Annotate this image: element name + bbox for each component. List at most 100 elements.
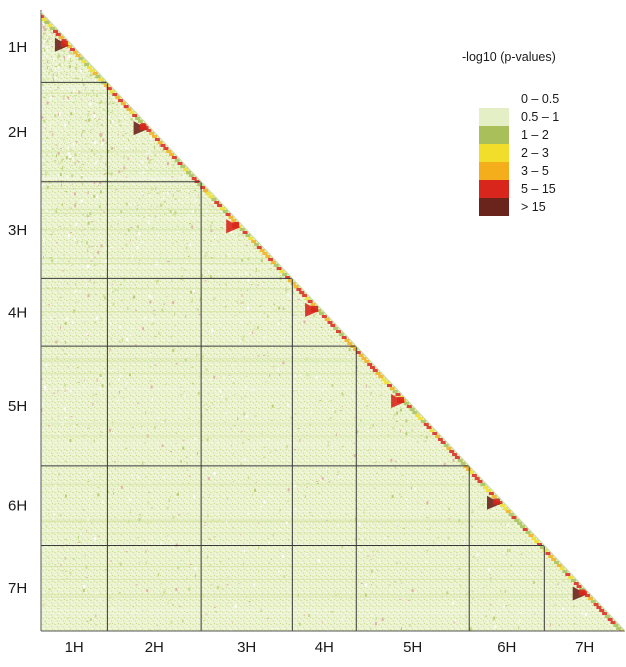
heatmap-cell [290,326,292,328]
heatmap-cell [213,606,216,608]
heatmap-cell [56,147,58,149]
heatmap-cell [49,86,51,88]
heatmap-cell [45,47,48,49]
heatmap-cell [328,419,330,421]
heatmap-cell [305,435,308,436]
heatmap-cell [153,179,156,181]
heatmap-cell [186,243,188,244]
heatmap-cell [148,223,151,225]
heatmap-cell [113,280,116,282]
heatmap-cell [86,93,87,96]
heatmap-cell [46,186,49,190]
heatmap-cell [218,433,220,435]
heatmap-cell [213,298,215,302]
heatmap-cell [149,541,152,543]
heatmap-cell [110,120,112,124]
heatmap-cell [185,529,187,531]
heatmap-cell [172,301,175,305]
heatmap-cell [116,153,118,155]
heatmap-cell [232,527,234,529]
heatmap-cell [46,93,48,95]
heatmap-cell [61,80,63,84]
heatmap-cell [46,78,49,80]
heatmap-cell [273,303,276,305]
diagonal-cell [585,594,591,597]
heatmap-cell [151,411,153,413]
heatmap-cell [376,585,378,589]
heatmap-cell [99,106,101,108]
heatmap-cell [265,374,267,376]
heatmap-cell [350,598,352,599]
heatmap-cell [271,343,273,345]
heatmap-cell [65,48,67,50]
heatmap-cell [81,241,84,243]
heatmap-cell [91,95,93,97]
heatmap-cell [185,246,188,250]
heatmap-cell [207,514,209,518]
heatmap-cell [159,302,161,304]
heatmap-cell [49,26,51,30]
heatmap-cell [323,357,326,359]
heatmap-cell [288,539,290,540]
diagonal-cell [454,456,460,459]
heatmap-cell [240,302,243,304]
heatmap-cell [42,45,44,49]
heatmap-cell [157,235,160,237]
heatmap-cell [151,157,153,159]
heatmap-cell [52,95,54,97]
heatmap-cell [88,148,90,149]
heatmap-cell [68,65,71,69]
heatmap-cell [94,593,97,595]
heatmap-cell [472,590,474,592]
heatmap-cell [65,544,68,546]
heatmap-cell [115,139,117,141]
heatmap-cell [237,377,239,379]
heatmap-cell [277,431,279,433]
heatmap-cell [103,87,105,89]
heatmap-cell [59,296,62,298]
diagonal-cell [171,156,177,159]
heatmap-cell [61,158,64,160]
heatmap-cell [80,169,82,171]
heatmap-cell [238,583,240,584]
heatmap-cell [294,413,297,415]
heatmap-cell [45,28,48,30]
heatmap-cell [76,205,78,207]
heatmap-cell [472,597,475,599]
diagonal-cell [321,315,327,318]
heatmap-cell [188,192,190,194]
heatmap-cell [185,197,188,199]
heatmap-cell [87,480,90,482]
heatmap-cell [354,417,356,418]
heatmap-cell [47,27,50,29]
heatmap-cell [186,461,188,465]
heatmap-cell [505,524,507,526]
diagonal-cell [137,120,143,123]
heatmap-cell [42,604,45,606]
heatmap-cell [90,99,91,100]
heatmap-cell [94,154,96,155]
heatmap-cell [287,378,289,380]
heatmap-cell [241,234,244,236]
heatmap-cell [65,494,67,498]
heatmap-cell [45,42,47,44]
heatmap-cell [110,607,113,609]
heatmap-cell [250,253,252,257]
heatmap-cell [52,231,54,233]
heatmap-cell [74,192,76,196]
heatmap-cell [319,400,322,401]
heatmap-cell [284,336,285,338]
heatmap-cell [138,164,140,166]
heatmap-cell [58,472,60,476]
heatmap-cell [241,396,243,400]
heatmap-cell [504,590,506,593]
heatmap-cell [174,602,176,604]
heatmap-cell [104,180,107,182]
heatmap-cell [202,215,204,217]
heatmap-cell [206,555,208,559]
heatmap-cell [493,616,496,620]
heatmap-cell [227,576,229,578]
diagonal-cell [511,516,517,519]
heatmap-cell [244,356,245,358]
heatmap-cell [50,122,52,124]
